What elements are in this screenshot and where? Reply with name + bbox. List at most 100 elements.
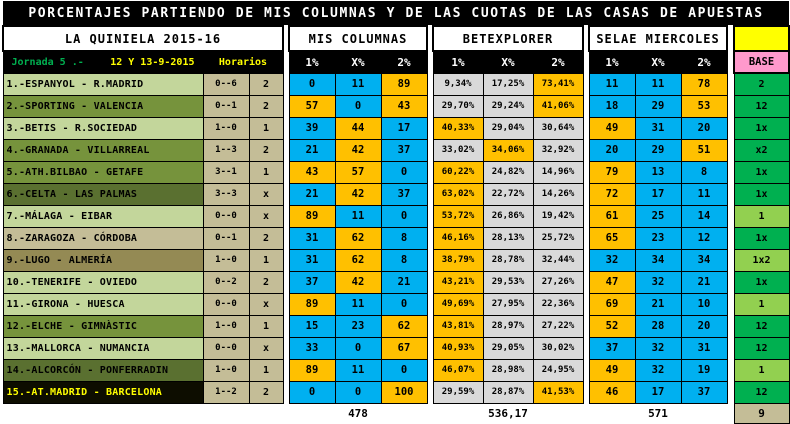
- selae-cell: 29: [634, 94, 682, 118]
- table-row: 12.-ELCHE - GIMNÀSTIC 1--0 1 15 23 62 43…: [2, 314, 790, 338]
- column-gap: [427, 293, 433, 315]
- selae-xpct-header: X%: [634, 50, 682, 74]
- jornada-date: 12 Y 13-9-2015: [110, 56, 195, 68]
- score-cell: 3--1: [202, 160, 250, 184]
- column-gap: [583, 117, 589, 139]
- mis-2pct-header: 2%: [380, 50, 428, 74]
- mis-cell: 100: [380, 380, 428, 404]
- selae-cell: 32: [634, 336, 682, 360]
- score-cell: 1--0: [202, 314, 250, 338]
- column-gap: [427, 183, 433, 205]
- result-cell: 1: [248, 314, 284, 338]
- mis-cell: 67: [380, 336, 428, 360]
- match-cell: 4.-GRANADA - VILLARREAL: [2, 138, 204, 162]
- table-row: 9.-LUGO - ALMERÍA 1--0 1 31 62 8 38,79% …: [2, 248, 790, 272]
- table-row: 6.-CELTA - LAS PALMAS 3--3 x 21 42 37 63…: [2, 182, 790, 206]
- base-cell: 12: [733, 94, 790, 118]
- bet-cell: 22,36%: [532, 292, 584, 316]
- selae-cell: 47: [588, 270, 636, 294]
- column-gap: [727, 183, 734, 205]
- bet-cell: 33,02%: [432, 138, 484, 162]
- bet-cell: 63,02%: [432, 182, 484, 206]
- bet-cell: 40,93%: [432, 336, 484, 360]
- column-gap: [583, 95, 589, 117]
- bet-cell: 46,07%: [432, 358, 484, 382]
- mis-xpct-header: X%: [334, 50, 382, 74]
- mis-cell: 43: [380, 94, 428, 118]
- bet-cell: 32,44%: [532, 248, 584, 272]
- mis-cell: 11: [334, 72, 382, 96]
- score-cell: 0--0: [202, 204, 250, 228]
- selae-cell: 79: [588, 160, 636, 184]
- selae-cell: 51: [680, 138, 728, 162]
- column-gap: [283, 95, 289, 117]
- base-cell: 12: [733, 380, 790, 404]
- selae-cell: 14: [680, 204, 728, 228]
- column-gap: [727, 315, 734, 337]
- score-cell: 1--0: [202, 116, 250, 140]
- base-header: BASE: [732, 50, 790, 74]
- base-header-top-cell: [732, 25, 790, 52]
- jornada-label: Jornada 5 .-: [11, 56, 84, 68]
- selae-cell: 18: [588, 94, 636, 118]
- score-cell: 3--3: [202, 182, 250, 206]
- base-cell: 1x: [733, 116, 790, 140]
- bet-cell: 26,86%: [482, 204, 534, 228]
- result-cell: x: [248, 182, 284, 206]
- mis-cell: 62: [334, 226, 382, 250]
- column-gap: [727, 227, 734, 249]
- selae-cell: 21: [634, 292, 682, 316]
- bet-cell: 17,25%: [482, 72, 534, 96]
- table-row: 4.-GRANADA - VILLARREAL 1--3 2 21 42 37 …: [2, 138, 790, 162]
- mis-cell: 21: [288, 138, 336, 162]
- column-gap: [727, 161, 734, 183]
- mis-cell: 0: [288, 380, 336, 404]
- column-gap: [283, 359, 289, 381]
- table-row: 8.-ZARAGOZA - CÓRDOBA 0--1 2 31 62 8 46,…: [2, 226, 790, 250]
- column-gap: [427, 139, 433, 161]
- match-cell: 1.-ESPANYOL - R.MADRID: [2, 72, 204, 96]
- selae-cell: 25: [634, 204, 682, 228]
- bet-cell: 29,70%: [432, 94, 484, 118]
- column-gap: [283, 161, 289, 183]
- column-gap: [583, 183, 589, 205]
- column-gap: [583, 315, 589, 337]
- column-gap: [583, 26, 589, 51]
- group-header-mis-columnas: MIS COLUMNAS: [288, 25, 428, 52]
- base-cell: 1x2: [733, 248, 790, 272]
- bet-cell: 24,95%: [532, 358, 584, 382]
- column-gap: [427, 227, 433, 249]
- selae-cell: 20: [680, 314, 728, 338]
- bet-cell: 41,53%: [532, 380, 584, 404]
- mis-cell: 31: [288, 248, 336, 272]
- column-gap: [583, 381, 589, 403]
- group-header-betexplorer: BETEXPLORER: [432, 25, 584, 52]
- column-gap: [283, 51, 289, 73]
- score-cell: 0--0: [202, 292, 250, 316]
- total-betexplorer: 536,17: [433, 403, 583, 423]
- result-cell: 2: [248, 380, 284, 404]
- column-gap: [283, 403, 289, 423]
- selae-cell: 34: [634, 248, 682, 272]
- bet-cell: 14,96%: [532, 160, 584, 184]
- column-gap: [727, 26, 734, 51]
- mis-cell: 0: [334, 336, 382, 360]
- table-row: 11.-GIRONA - HUESCA 0--0 x 89 11 0 49,69…: [2, 292, 790, 316]
- mis-cell: 21: [380, 270, 428, 294]
- base-cell: 12: [733, 314, 790, 338]
- column-gap: [583, 139, 589, 161]
- mis-cell: 0: [334, 94, 382, 118]
- table-row: 2.-SPORTING - VALENCIA 0--1 2 57 0 43 29…: [2, 94, 790, 118]
- mis-cell: 44: [334, 116, 382, 140]
- bet-cell: 29,59%: [432, 380, 484, 404]
- result-cell: 1: [248, 160, 284, 184]
- column-gap: [727, 381, 734, 403]
- match-cell: 15.-AT.MADRID - BARCELONA: [2, 380, 204, 404]
- mis-cell: 31: [288, 226, 336, 250]
- column-gap: [583, 359, 589, 381]
- selae-cell: 21: [680, 270, 728, 294]
- mis-1pct-header: 1%: [288, 50, 336, 74]
- base-cell: x2: [733, 138, 790, 162]
- competition-header: LA QUINIELA 2015-16: [2, 25, 284, 52]
- totals-row: 478 536,17 571 9: [3, 402, 790, 424]
